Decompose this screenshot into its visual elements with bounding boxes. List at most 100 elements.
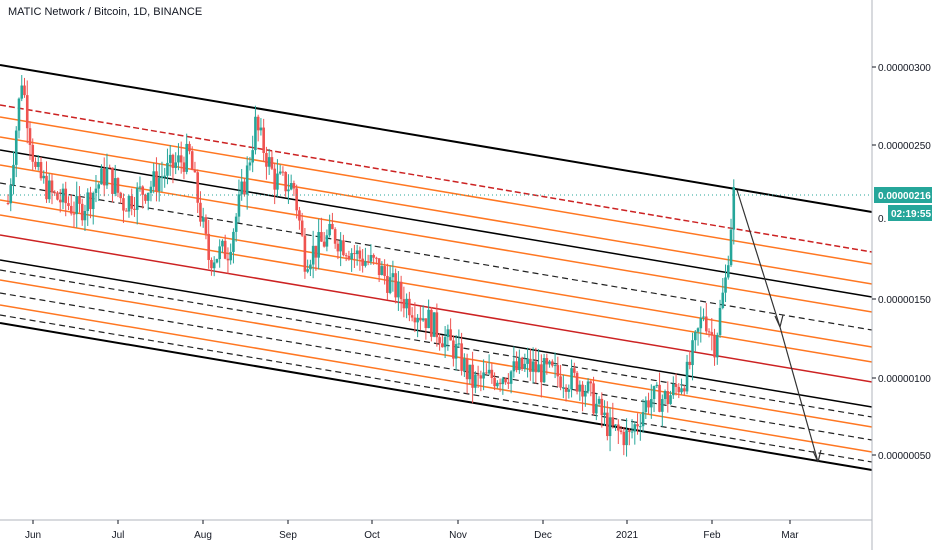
candle-body xyxy=(559,376,562,388)
channel-orange-line[interactable] xyxy=(0,116,873,265)
price-axis[interactable]: 0.00000050 0.00000100 0.00000150 0.00000250… xyxy=(871,0,932,550)
candle-body xyxy=(611,417,615,426)
candle-body xyxy=(633,424,637,432)
candle-body xyxy=(146,192,150,201)
candle-body xyxy=(267,157,271,167)
candle-body xyxy=(226,258,230,261)
candle-body xyxy=(677,386,681,393)
chart-title: MATIC Network / Bitcoin, 1D, BINANCE xyxy=(8,6,203,18)
candle-body xyxy=(383,266,386,276)
candle-body xyxy=(336,243,340,252)
candle-body xyxy=(479,375,483,379)
candle-body xyxy=(42,175,46,179)
channel-orange-line[interactable] xyxy=(0,214,873,363)
channel-dashed-line[interactable] xyxy=(0,292,873,441)
candle-body xyxy=(259,127,263,131)
candle-body xyxy=(358,250,362,259)
candle-body xyxy=(589,381,593,384)
candle-body xyxy=(100,168,103,185)
candle-body xyxy=(534,361,538,373)
candle-body xyxy=(617,424,620,431)
channel-orange-line[interactable] xyxy=(0,304,873,453)
channel-median-line[interactable] xyxy=(0,234,873,383)
candle-body xyxy=(509,371,513,384)
candle-body xyxy=(520,357,524,370)
candle-body xyxy=(251,150,254,163)
candle-body xyxy=(438,337,441,344)
x-tick-label: Nov xyxy=(449,530,467,541)
candle-body xyxy=(300,220,304,236)
candle-body xyxy=(221,240,224,247)
candle-body xyxy=(715,334,719,358)
candle-body xyxy=(78,196,81,204)
channel-lower-line[interactable] xyxy=(0,322,873,471)
candle-body xyxy=(177,155,180,163)
candle-body xyxy=(56,192,59,200)
candle-body xyxy=(443,337,447,348)
candle-body xyxy=(504,378,507,383)
candle-body xyxy=(83,211,87,221)
channel-orange-line[interactable] xyxy=(0,136,873,285)
projection-arrow-1[interactable] xyxy=(736,189,781,328)
candle-body xyxy=(58,199,62,203)
time-axis[interactable]: Jun Jul Aug Sep Oct Nov Dec 2021 Feb Mar xyxy=(0,519,932,550)
candle-body xyxy=(152,171,156,187)
candle-body xyxy=(452,340,455,359)
y-tick-label: 0.00000250 xyxy=(878,141,931,152)
candle-body xyxy=(386,275,389,293)
channel-upper-line[interactable] xyxy=(0,64,873,213)
candle-body xyxy=(721,292,725,308)
candle-body xyxy=(34,161,37,167)
candle-body xyxy=(317,232,320,258)
candle-body xyxy=(188,143,191,152)
candle-body xyxy=(204,217,208,234)
last-price-label: 0.00000216 xyxy=(878,191,931,202)
candle-body xyxy=(303,235,307,272)
channel-inner-line[interactable] xyxy=(0,149,873,298)
channel-red-dashed-line[interactable] xyxy=(0,104,873,253)
candle-body xyxy=(64,188,68,204)
projection-arrow-2[interactable] xyxy=(779,326,819,463)
x-tick-label: Feb xyxy=(703,530,721,541)
candle-body xyxy=(160,176,164,179)
candle-body xyxy=(540,364,543,383)
last-price-badge xyxy=(874,187,932,203)
y-tick-label: 0.00000050 xyxy=(878,451,931,462)
candle-body xyxy=(127,196,131,212)
candle-body xyxy=(454,344,458,359)
candle-body xyxy=(281,171,285,173)
candle-body xyxy=(144,194,147,201)
candle-body xyxy=(688,361,692,366)
candle-body xyxy=(75,196,79,215)
candle-body xyxy=(661,399,664,412)
candle-body xyxy=(311,245,315,265)
channel-orange-line[interactable] xyxy=(0,279,873,428)
candle-body xyxy=(729,229,733,266)
candle-body xyxy=(210,259,213,269)
candle-body xyxy=(636,424,639,427)
channel-dashed-line[interactable] xyxy=(0,314,873,463)
candle-body xyxy=(606,412,609,437)
candle-body xyxy=(124,210,128,212)
channel-dashed-line[interactable] xyxy=(0,269,873,418)
candle-body xyxy=(130,196,134,209)
candle-body xyxy=(592,383,595,414)
candle-body xyxy=(350,253,353,260)
candle-body xyxy=(600,398,604,416)
candle-body xyxy=(573,368,576,373)
candle-body xyxy=(256,116,260,131)
candle-body xyxy=(652,386,656,400)
plot-area[interactable] xyxy=(0,64,873,471)
channel-dashed-line[interactable] xyxy=(0,182,873,331)
candle-body xyxy=(122,198,125,211)
candle-body xyxy=(17,98,21,131)
candle-body xyxy=(704,316,708,332)
channel-orange-line[interactable] xyxy=(0,199,873,348)
channel-orange-line[interactable] xyxy=(0,164,873,313)
candle-body xyxy=(237,194,241,217)
candle-body xyxy=(298,210,301,221)
candle-body xyxy=(20,85,24,99)
candle-body xyxy=(718,307,722,335)
candle-body xyxy=(399,281,403,300)
